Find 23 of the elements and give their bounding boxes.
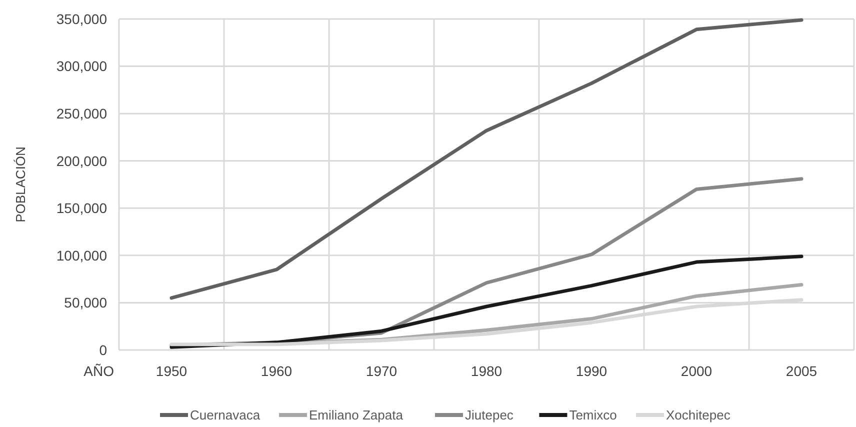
x-tick-label: 1990 — [576, 363, 608, 379]
legend-label: Cuernavaca — [190, 408, 261, 423]
legend-label: Jiutepec — [465, 408, 514, 423]
x-tick-label: 1970 — [366, 363, 398, 379]
y-tick-label: 50,000 — [64, 294, 108, 311]
x-axis-title: AÑO — [84, 363, 114, 379]
y-tick-label: 350,000 — [56, 10, 108, 27]
y-tick-label: 300,000 — [56, 58, 108, 74]
legend-label: Temixco — [569, 408, 617, 423]
y-tick-label: 100,000 — [56, 247, 108, 264]
y-tick-label: 0 — [99, 342, 108, 358]
legend-label: Emiliano Zapata — [309, 408, 404, 423]
y-tick-label: 150,000 — [56, 200, 108, 216]
x-tick-label: 2005 — [786, 363, 818, 379]
line-series — [170, 18, 804, 300]
x-tick-label: 1980 — [470, 363, 502, 379]
x-tick-label: 1960 — [260, 363, 292, 379]
x-tick-label: 1950 — [156, 363, 188, 379]
y-tick-label: 250,000 — [56, 105, 108, 122]
legend-label: Xochitepec — [666, 408, 731, 423]
x-tick-label: 2000 — [680, 363, 712, 379]
y-tick-label: 200,000 — [56, 152, 108, 169]
y-axis-title: POBLACIÓN — [13, 146, 28, 222]
